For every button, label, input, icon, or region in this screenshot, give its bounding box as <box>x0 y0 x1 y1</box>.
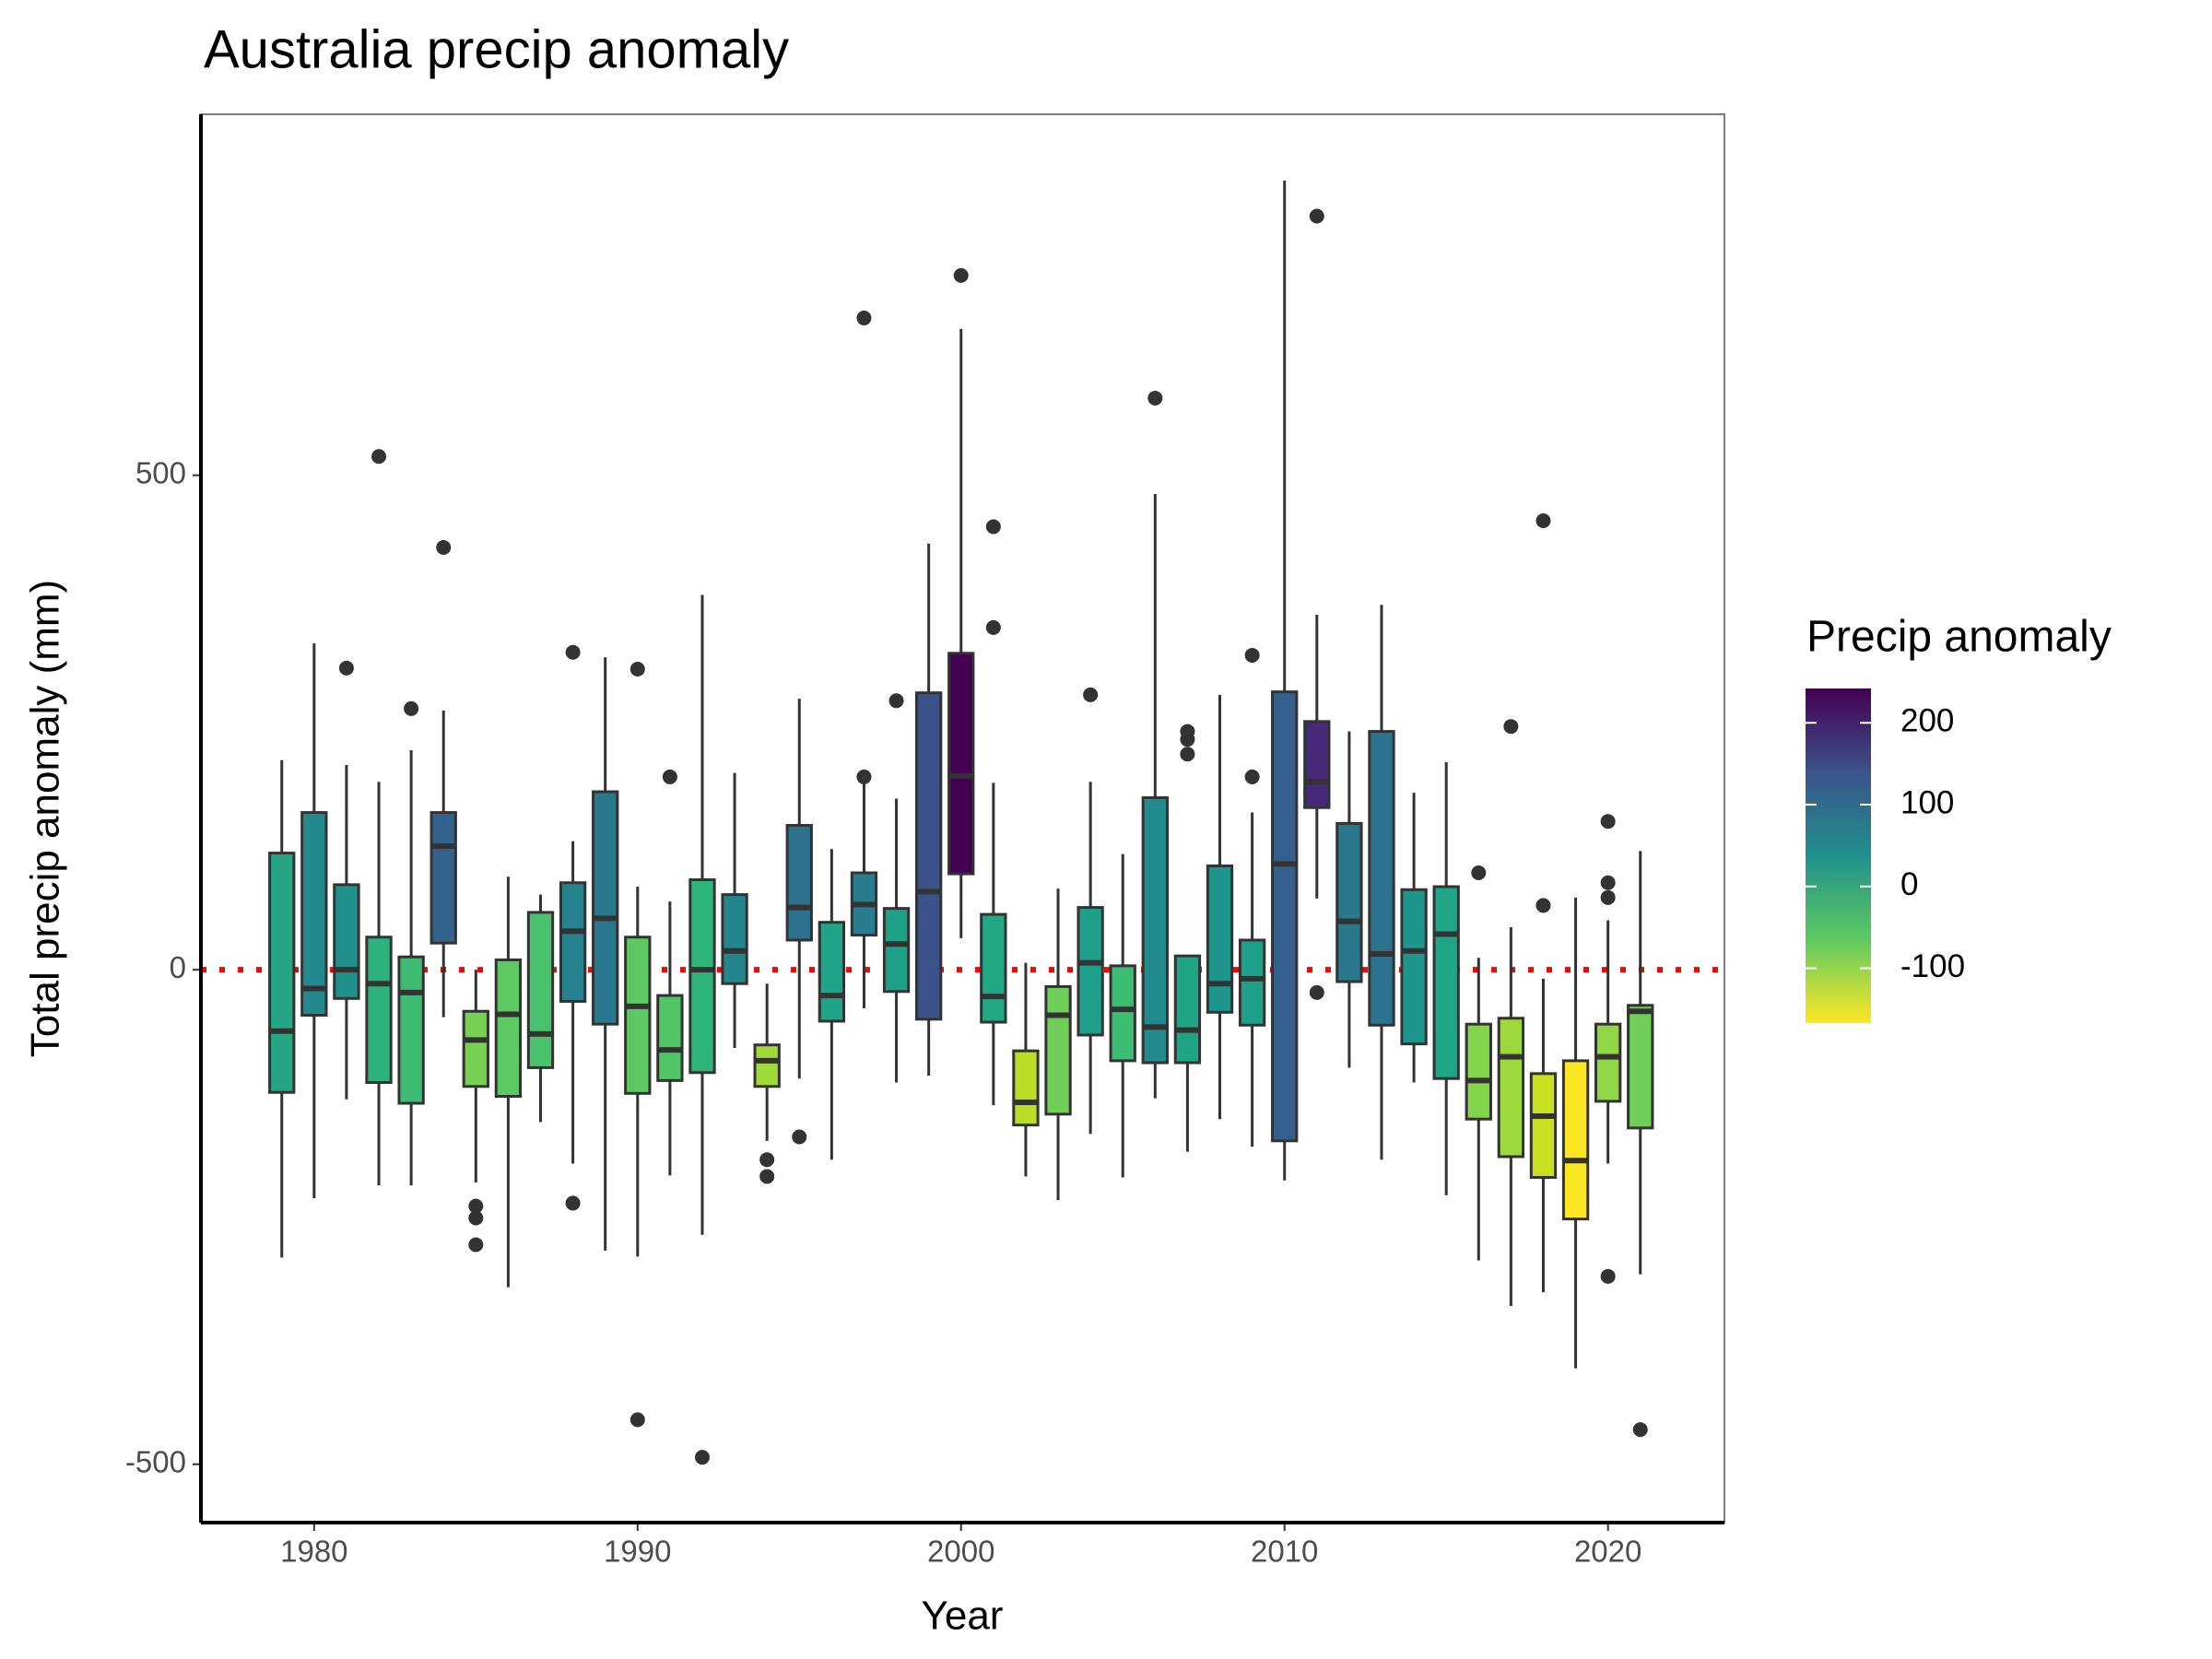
x-tick-label: 1980 <box>280 1535 347 1569</box>
box <box>1594 1022 1622 1103</box>
box <box>721 893 748 985</box>
box <box>300 811 328 1018</box>
box <box>1238 938 1266 1027</box>
box <box>1109 964 1136 1063</box>
outlier <box>1535 898 1551 913</box>
box <box>592 790 619 1026</box>
colorbar <box>1806 688 1871 1023</box>
outlier <box>468 1210 484 1226</box>
outlier <box>468 1198 484 1214</box>
box <box>1368 730 1395 1027</box>
outlier <box>1600 875 1616 890</box>
outlier <box>856 769 872 784</box>
x-tick-label: 2020 <box>1574 1535 1641 1569</box>
box <box>559 881 587 1004</box>
outlier <box>629 1412 645 1428</box>
box <box>624 935 652 1095</box>
outlier <box>468 1237 484 1253</box>
outlier <box>662 769 677 784</box>
chart-title: Australia precip anomaly <box>204 19 789 79</box>
box <box>1271 690 1299 1143</box>
box <box>947 652 975 876</box>
outlier <box>436 539 452 555</box>
outlier <box>565 644 581 660</box>
box <box>365 935 393 1084</box>
outlier <box>1309 984 1324 1000</box>
colorbar-label: 200 <box>1900 703 1954 739</box>
outlier <box>694 1450 710 1465</box>
box <box>1206 865 1234 1014</box>
outlier <box>1180 747 1195 762</box>
x-tick-label: 2000 <box>927 1535 994 1569</box>
outlier <box>1600 1268 1616 1284</box>
outlier <box>1244 647 1260 663</box>
outlier <box>888 693 904 709</box>
box <box>1627 1004 1654 1130</box>
outlier <box>1180 732 1195 747</box>
y-tick-label: 500 <box>135 455 186 489</box>
box <box>1432 885 1460 1080</box>
outlier <box>371 449 387 465</box>
box <box>1141 795 1169 1065</box>
box <box>1077 906 1104 1037</box>
outlier <box>1503 719 1519 735</box>
box <box>1303 720 1331 809</box>
box <box>980 912 1007 1024</box>
box <box>1465 1022 1492 1121</box>
box <box>753 1043 781 1088</box>
box <box>785 824 813 942</box>
box <box>914 691 943 1021</box>
box <box>1012 1049 1040 1127</box>
outlier <box>1471 865 1487 881</box>
box <box>333 883 360 1000</box>
outlier <box>1600 889 1616 905</box>
outlier <box>1535 513 1551 529</box>
colorbar-label: 100 <box>1900 784 1954 820</box>
outlier <box>985 619 1001 635</box>
box <box>1173 954 1202 1065</box>
box <box>429 811 457 945</box>
outlier <box>1600 814 1616 830</box>
outlier <box>404 700 419 716</box>
outlier <box>338 660 354 676</box>
outlier <box>985 519 1001 535</box>
outlier <box>565 1195 581 1211</box>
box <box>1335 821 1363 983</box>
outlier <box>759 1169 775 1184</box>
colorbar-label: 0 <box>1900 866 1918 902</box>
box <box>494 958 523 1099</box>
outlier <box>856 311 872 326</box>
legend-title: Precip anomaly <box>1806 613 2112 662</box>
box <box>818 921 846 1023</box>
x-axis-title: Year <box>922 1594 1004 1639</box>
outlier <box>629 661 645 677</box>
box <box>1561 1059 1590 1221</box>
outlier <box>759 1152 775 1168</box>
box <box>268 852 296 1094</box>
x-tick-label: 1990 <box>604 1535 671 1569</box>
x-tick-label: 2010 <box>1251 1535 1318 1569</box>
box <box>1044 984 1072 1116</box>
y-tick-label: -500 <box>125 1444 186 1478</box>
colorbar-label: -100 <box>1900 948 1965 984</box>
box <box>1529 1072 1558 1180</box>
outlier <box>1244 769 1260 784</box>
box <box>656 994 684 1082</box>
box <box>526 911 555 1069</box>
outlier <box>1309 208 1324 224</box>
box <box>462 1009 489 1088</box>
y-tick-label: 0 <box>170 950 186 984</box>
box <box>882 907 911 994</box>
box <box>688 878 716 1075</box>
outlier <box>1083 687 1099 702</box>
box <box>1497 1017 1525 1159</box>
box <box>397 955 425 1105</box>
outlier <box>1632 1422 1648 1438</box>
outlier <box>953 267 969 283</box>
y-axis-title: Total precip anomaly (mm) <box>23 580 68 1057</box>
box <box>1400 888 1428 1046</box>
outlier <box>792 1129 807 1145</box>
outlier <box>1147 390 1163 406</box>
